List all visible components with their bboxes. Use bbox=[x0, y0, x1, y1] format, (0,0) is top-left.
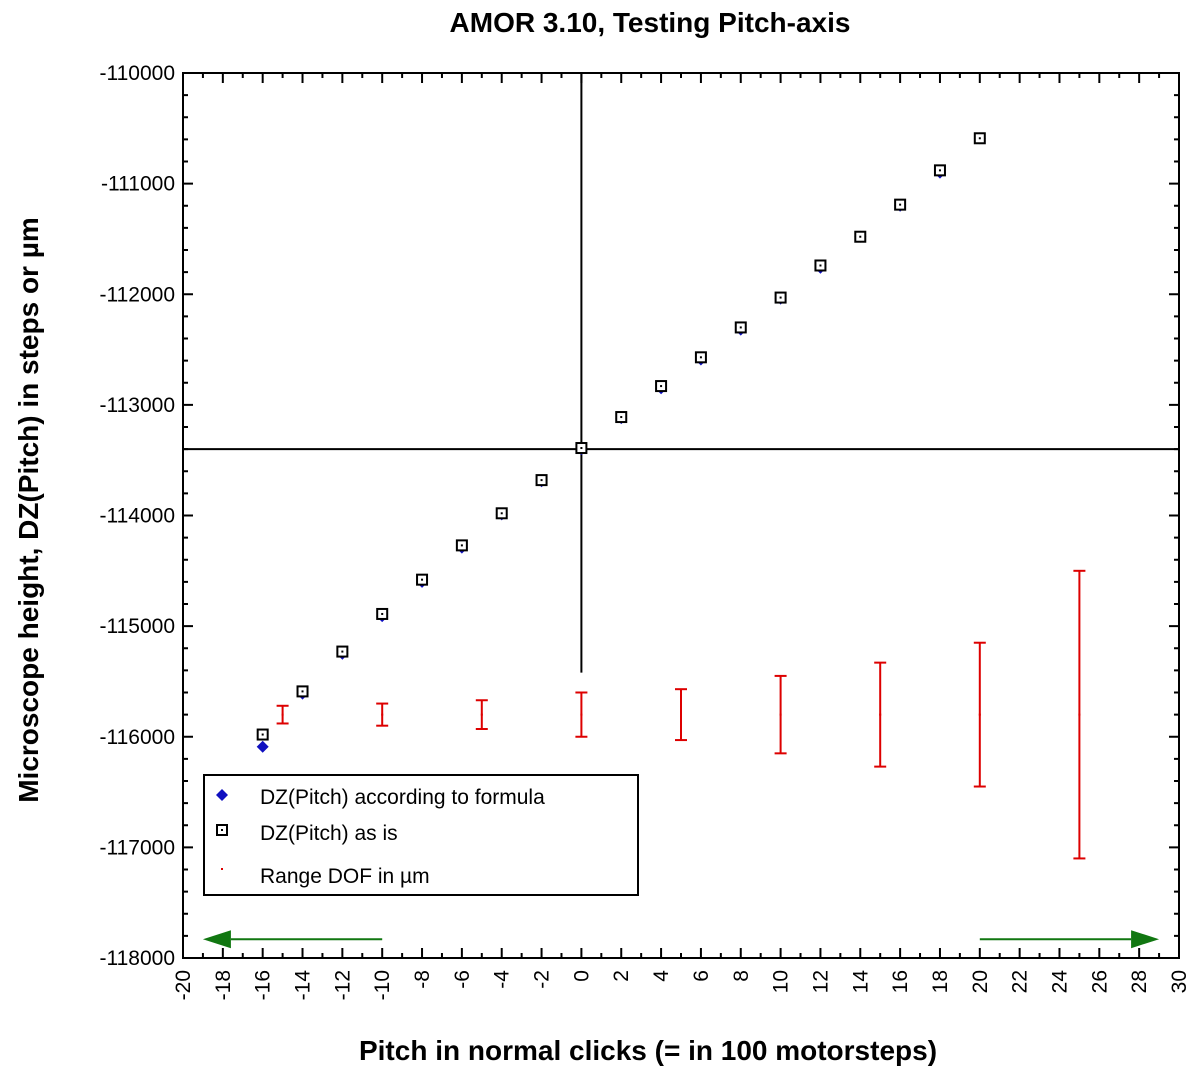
as-is-point-dot bbox=[819, 264, 822, 267]
dof-error-bars bbox=[276, 569, 1086, 860]
as-is-point-dot bbox=[421, 578, 424, 581]
legend-diamond-icon bbox=[216, 789, 228, 801]
x-tick-label: 18 bbox=[929, 970, 952, 993]
dof-center-point bbox=[879, 713, 882, 716]
x-tick-label: 20 bbox=[969, 970, 992, 993]
as-is-point-dot bbox=[500, 512, 503, 515]
x-tick-label: 10 bbox=[770, 970, 793, 993]
y-tick-label: -111000 bbox=[101, 173, 175, 196]
x-tick-label: -20 bbox=[172, 970, 195, 1000]
y-axis-label: Microscope height, DZ(Pitch) in steps or… bbox=[13, 217, 44, 803]
x-tick-label: -6 bbox=[451, 970, 474, 989]
legend-square-dot bbox=[221, 829, 223, 831]
y-tick-label: -118000 bbox=[99, 947, 175, 970]
as-is-point-dot bbox=[699, 356, 702, 359]
as-is-points bbox=[256, 132, 986, 741]
dof-center-point bbox=[480, 713, 483, 716]
as-is-point-dot bbox=[739, 326, 742, 329]
as-is-point-dot bbox=[620, 416, 623, 419]
x-tick-label: -8 bbox=[411, 970, 434, 989]
dof-center-point bbox=[680, 713, 682, 716]
formula-point bbox=[256, 740, 269, 753]
dof-center-point bbox=[281, 713, 284, 716]
reference-lines bbox=[183, 73, 1179, 673]
x-tick-label: 0 bbox=[570, 970, 593, 982]
x-tick-label: 22 bbox=[1009, 970, 1032, 993]
as-is-point-dot bbox=[580, 447, 583, 450]
y-tick-label: -113000 bbox=[99, 394, 175, 417]
y-tick-label: -117000 bbox=[99, 836, 175, 859]
as-is-point-dot bbox=[381, 612, 384, 615]
as-is-point-dot bbox=[978, 137, 981, 140]
dof-center-point bbox=[580, 713, 583, 716]
as-is-point-dot bbox=[341, 650, 344, 653]
as-is-point-dot bbox=[460, 544, 463, 547]
x-tick-label: -10 bbox=[371, 970, 394, 1000]
x-axis-label: Pitch in normal clicks (= in 100 motorst… bbox=[359, 1035, 937, 1066]
chart-title: AMOR 3.10, Testing Pitch-axis bbox=[450, 7, 851, 38]
dof-center-point bbox=[779, 713, 782, 716]
as-is-point-dot bbox=[779, 296, 782, 299]
legend-dof-icon bbox=[221, 868, 223, 870]
x-tick-label: 14 bbox=[849, 970, 872, 994]
legend: DZ(Pitch) according to formula DZ(Pitch)… bbox=[203, 774, 639, 896]
legend-label-dof: Range DOF in µm bbox=[260, 865, 430, 888]
x-tick-label: 26 bbox=[1088, 970, 1111, 993]
x-tick-label: 24 bbox=[1048, 970, 1071, 994]
legend-label-formula: DZ(Pitch) according to formula bbox=[260, 786, 545, 809]
as-is-point-dot bbox=[859, 235, 862, 238]
legend-label-asis: DZ(Pitch) as is bbox=[260, 822, 398, 845]
as-is-point-dot bbox=[660, 385, 663, 388]
x-axis-ticks: -20 -18 -16 -14 -12 -10 -8 -6 -4 -2 0 2 4 6 8 10 12 14 16 1… bbox=[172, 73, 1191, 1000]
y-tick-label: -116000 bbox=[99, 726, 175, 749]
as-is-point-dot bbox=[938, 169, 941, 172]
annotations bbox=[202, 930, 1160, 949]
x-tick-label: 2 bbox=[610, 970, 633, 982]
x-tick-label: 6 bbox=[690, 970, 713, 982]
x-tick-label: -14 bbox=[292, 970, 315, 1001]
dof-center-point bbox=[978, 713, 981, 716]
x-tick-label: -18 bbox=[212, 970, 235, 1000]
tilt-arrow-head bbox=[1131, 930, 1160, 949]
formula-points bbox=[256, 132, 986, 753]
y-tick-label: -110000 bbox=[99, 62, 175, 85]
x-tick-label: -16 bbox=[252, 970, 275, 1000]
legend-box bbox=[203, 774, 639, 896]
dof-center-point bbox=[1078, 713, 1081, 716]
x-tick-label: 16 bbox=[889, 970, 912, 993]
y-tick-label: -114000 bbox=[99, 505, 175, 528]
x-tick-label: 4 bbox=[650, 970, 673, 982]
y-axis-ticks: -118000 -117000 -116000 -115000 -114000 -1130… bbox=[99, 62, 1179, 970]
x-tick-label: -12 bbox=[331, 970, 354, 1000]
x-tick-label: -2 bbox=[531, 970, 554, 989]
x-tick-label: 30 bbox=[1168, 970, 1191, 993]
tilt-arrow-head bbox=[202, 930, 231, 949]
as-is-point-dot bbox=[540, 479, 543, 482]
x-tick-label: -4 bbox=[491, 970, 514, 989]
as-is-point-dot bbox=[261, 733, 264, 736]
as-is-point-dot bbox=[301, 690, 304, 693]
x-tick-label: 12 bbox=[809, 970, 832, 993]
as-is-point-dot bbox=[899, 203, 902, 206]
x-tick-label: 8 bbox=[730, 970, 753, 982]
x-tick-label: 28 bbox=[1128, 970, 1151, 993]
y-tick-label: -112000 bbox=[99, 283, 175, 306]
dof-center-point bbox=[381, 713, 384, 716]
y-tick-label: -115000 bbox=[99, 615, 175, 638]
